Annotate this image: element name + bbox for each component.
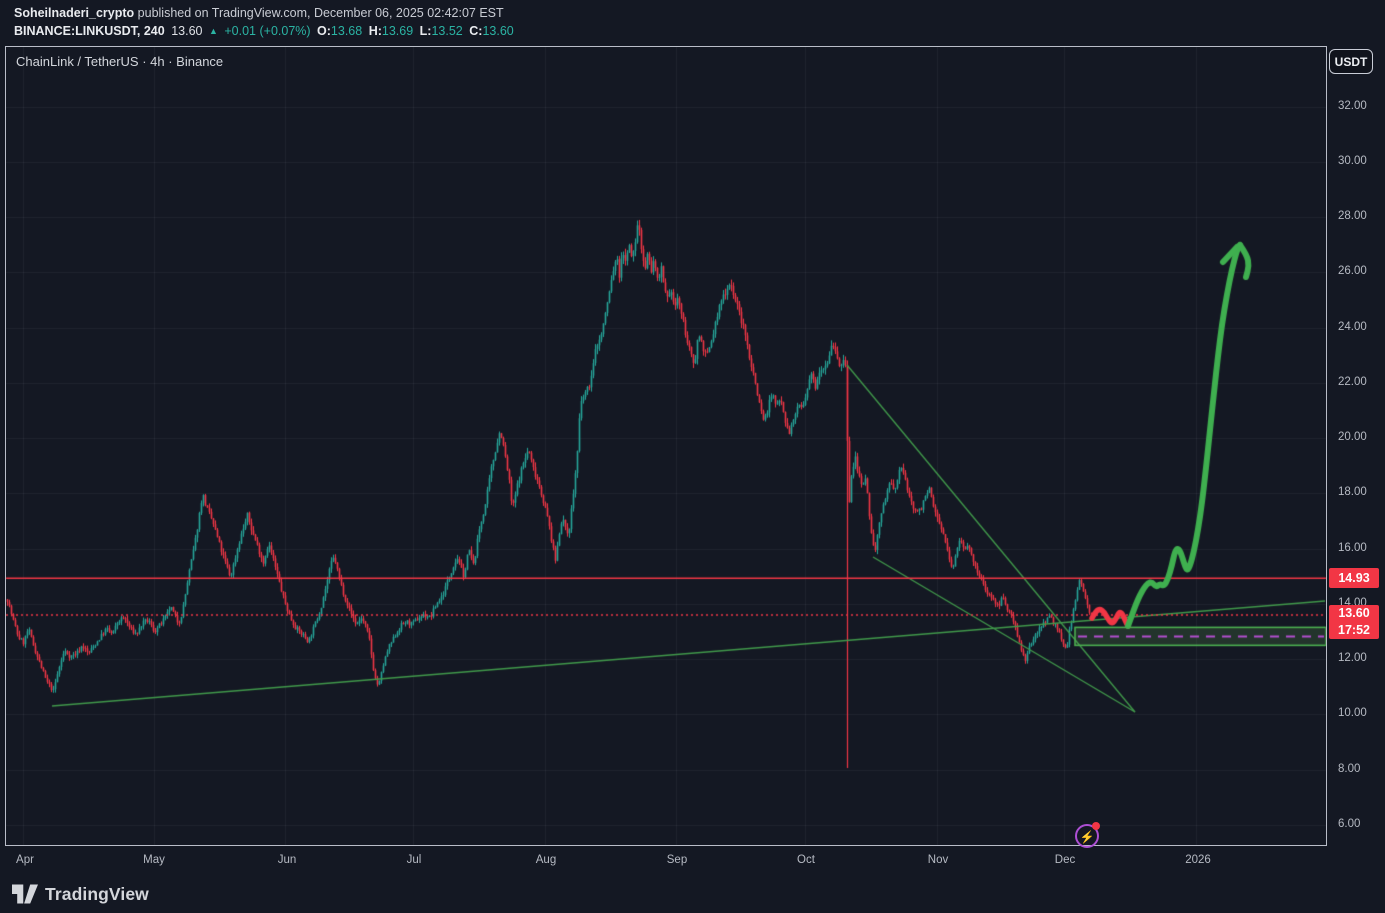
price-tick-label: 12.00	[1338, 652, 1367, 665]
chart-title: ChainLink / TetherUS · 4h · Binance	[16, 54, 224, 69]
time-tick-label: Dec	[1054, 854, 1076, 866]
publisher-name: Soheilnaderi_crypto	[14, 6, 135, 20]
symbol-name: BINANCE:LINKUSDT, 240	[14, 24, 165, 38]
time-tick-label: Jul	[406, 854, 422, 866]
price-tick-label: 24.00	[1338, 320, 1367, 333]
price-tick-label: 32.00	[1338, 99, 1367, 112]
time-tick-label: 2026	[1185, 854, 1211, 866]
idea-event-marker[interactable]: ⚡	[1075, 822, 1100, 848]
time-tick-label: Nov	[927, 854, 949, 866]
currency-toggle-button[interactable]: USDT	[1329, 49, 1373, 74]
publish-info: published on TradingView.com, December 0…	[137, 6, 504, 20]
resistance-price-badge: 14.93	[1329, 568, 1379, 589]
close-label: C:	[469, 24, 483, 38]
snapshot-header: Soheilnaderi_crypto published on Trading…	[14, 5, 517, 41]
low-value: 13.52	[431, 24, 463, 38]
price-change: +0.01 (+0.07%)	[224, 24, 311, 38]
last-price-value: 13.60	[1338, 605, 1370, 620]
open-value: 13.68	[330, 24, 363, 38]
price-tick-label: 26.00	[1338, 265, 1367, 278]
high-value: 13.69	[381, 24, 414, 38]
price-tick-label: 6.00	[1338, 817, 1361, 830]
high-label: H:	[368, 24, 382, 38]
bar-countdown: 17:52	[1338, 622, 1370, 637]
last-price-badge: 13.60 17:52	[1329, 604, 1379, 639]
time-tick-label: Sep	[666, 854, 688, 866]
time-tick-label: May	[143, 854, 165, 866]
price-tick-label: 16.00	[1338, 541, 1367, 554]
symbol-line: BINANCE:LINKUSDT, 240 13.60 ▲ +0.01 (+0.…	[14, 23, 517, 41]
price-tick-label: 30.00	[1338, 154, 1367, 167]
price-tick-label: 18.00	[1338, 486, 1367, 499]
close-value: 13.60	[482, 24, 514, 38]
time-tick-label: Oct	[797, 854, 815, 866]
time-tick-label: Apr	[16, 854, 34, 866]
lightning-icon: ⚡	[1079, 830, 1095, 844]
tradingview-logo[interactable]: TradingView	[12, 883, 149, 905]
time-tick-label: Aug	[535, 854, 557, 866]
price-tick-label: 22.00	[1338, 375, 1367, 388]
notification-dot	[1092, 822, 1100, 830]
price-tick-label: 10.00	[1338, 707, 1367, 720]
price-tick-label: 28.00	[1338, 210, 1367, 223]
price-tick-label: 8.00	[1338, 762, 1361, 775]
publish-line: Soheilnaderi_crypto published on Trading…	[14, 5, 517, 22]
last-price: 13.60	[171, 24, 203, 38]
tradingview-mark-icon	[12, 884, 38, 904]
time-tick-label: Jun	[277, 854, 297, 866]
tradingview-wordmark: TradingView	[45, 883, 149, 904]
up-arrow-icon: ▲	[208, 26, 218, 36]
low-label: L:	[419, 24, 432, 38]
open-label: O:	[317, 24, 331, 38]
price-tick-label: 20.00	[1338, 431, 1367, 444]
